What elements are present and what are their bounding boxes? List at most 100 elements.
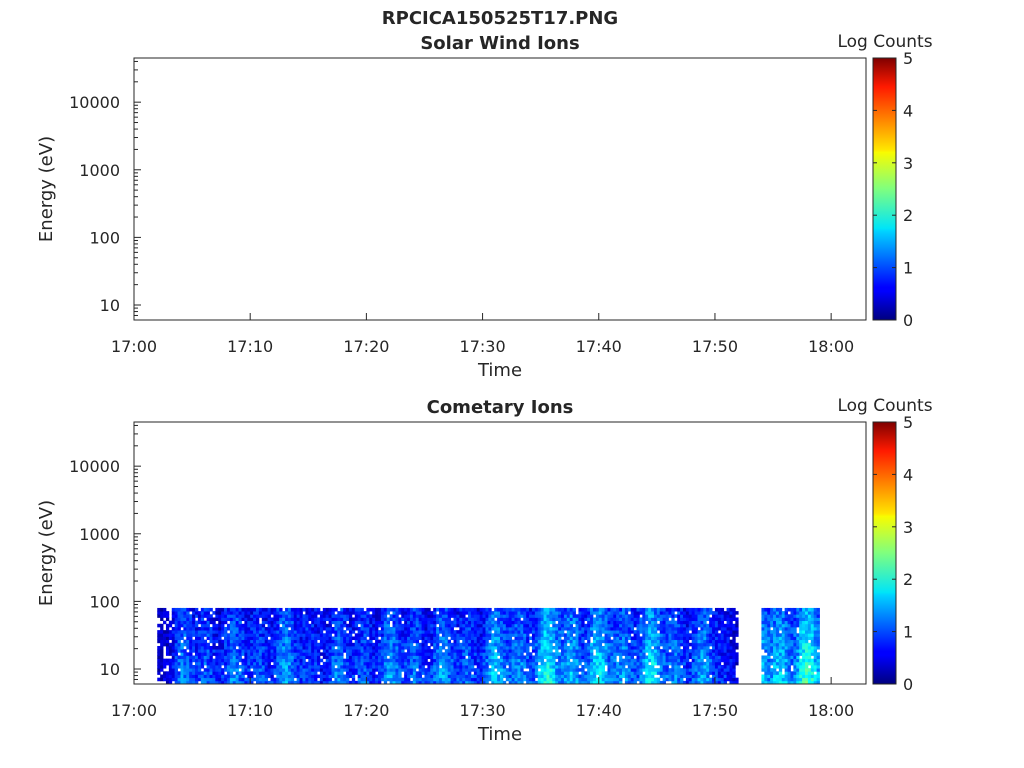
spectrogram-cell [264,607,269,612]
spectrogram-cell [372,658,376,663]
spectrogram-cell [430,649,434,653]
spectrogram-cell [656,614,661,618]
spectrogram-cell [366,677,370,682]
spectrogram-cell [279,614,283,618]
spectrogram-cell [160,658,164,663]
spectrogram-cell [601,680,605,684]
spectrogram-cell [470,680,475,684]
spectrogram-cell [668,639,672,644]
spectrogram-cell [186,614,190,618]
spectrogram-cell [677,630,681,634]
spectrogram-cell [502,639,507,644]
spectrogram-cell [468,668,472,672]
spectrogram-cell [505,607,510,612]
spectrogram-cell [659,617,664,622]
spectrogram-cell [462,671,466,675]
spectrogram-cell [793,671,797,675]
spectrogram-cell [340,655,344,660]
spectrogram-cell [200,642,205,647]
spectrogram-cell [648,652,652,656]
spectrogram-cell [383,623,388,628]
spectrogram-cell [261,630,266,634]
spectrogram-cell [282,671,286,675]
spectrogram-cell [685,617,690,622]
spectrogram-cell [511,668,515,672]
spectrogram-cell [514,661,518,666]
spectrogram-cell [363,614,367,618]
spectrogram-cell [476,671,481,675]
spectrogram-cell [261,664,266,669]
spectrogram-cell [293,658,298,663]
spectrogram-cell [279,649,283,653]
spectrogram-cell [200,671,205,675]
spectrogram-cell [224,649,228,653]
spectrogram-cell [505,658,510,663]
spectrogram-cell [601,674,605,679]
spectrogram-cell [479,607,483,612]
spectrogram-cell [534,620,539,625]
spectrogram-cell [470,655,475,660]
spectrogram-cell [160,633,164,637]
spectrogram-cell [232,626,237,631]
spectrogram-cell [427,633,431,637]
spectrogram-cell [378,649,382,653]
spectrogram-cell [273,661,277,666]
spectrogram-cell [653,668,658,672]
spectrogram-cell [549,680,553,684]
spectrogram-cell [590,668,594,672]
spectrogram-cell [790,658,794,663]
spectrogram-cell [799,607,803,612]
spectrogram-cell [296,636,300,641]
spectrogram-cell [340,623,344,628]
spectrogram-cell [587,642,591,647]
spectrogram-cell [677,626,681,631]
spectrogram-cell [723,674,727,679]
spectrogram-cell [537,642,542,647]
spectrogram-cell [267,626,271,631]
spectrogram-cell [235,642,239,647]
spectrogram-cell [360,649,364,653]
spectrogram-cell [279,664,283,669]
spectrogram-cell [317,630,321,634]
spectrogram-cell [645,611,649,615]
spectrogram-cell [285,661,289,666]
spectrogram-cell [761,623,765,628]
spectrogram-cell [619,674,623,679]
spectrogram-cell [802,680,806,684]
spectrogram-cell [714,680,719,684]
spectrogram-cell [192,639,196,644]
spectrogram-cell [273,655,277,660]
spectrogram-cell [177,633,181,637]
spectrogram-cell [343,607,347,612]
spectrogram-cell [174,614,178,618]
spectrogram-cell [424,617,428,622]
spectrogram-cell [186,645,190,650]
spectrogram-cell [276,677,280,682]
spectrogram-cell [363,671,367,675]
spectrogram-cell [378,658,382,663]
spectrogram-cell [697,620,701,625]
spectrogram-cell [267,661,271,666]
spectrogram-cell [555,617,559,622]
spectrogram-cell [529,671,533,675]
spectrogram-cell [157,664,161,669]
spectrogram-cell [203,680,208,684]
spectrogram-cell [691,658,696,663]
spectrogram-cell [186,639,190,644]
spectrogram-cell [264,677,269,682]
spectrogram-cell [267,639,271,644]
spectrogram-cell [160,652,164,656]
spectrogram-cell [465,668,469,672]
spectrogram-cell [732,639,736,644]
spectrogram-cell [587,658,591,663]
spectrogram-cell [732,636,736,641]
spectrogram-cell [354,661,359,666]
spectrogram-cell [627,658,632,663]
spectrogram-cell [163,630,167,634]
spectrogram-cell [482,664,486,669]
spectrogram-cell [287,630,292,634]
spectrogram-cell [674,620,678,625]
spectrogram-cell [610,630,614,634]
spectrogram-cell [290,649,295,653]
spectrogram-cell [348,626,353,631]
